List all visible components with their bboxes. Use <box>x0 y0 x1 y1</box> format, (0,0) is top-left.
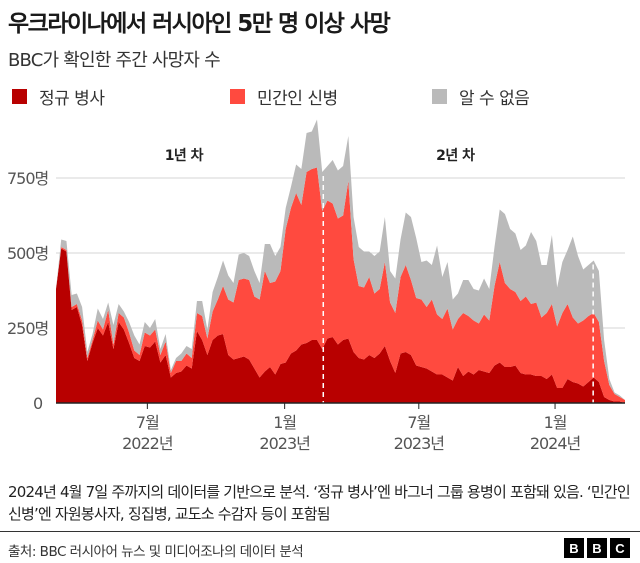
y-tick-label: 750명 <box>7 169 48 188</box>
legend-swatch <box>230 89 245 104</box>
divider <box>0 531 640 532</box>
legend-label: 민간인 신병 <box>257 89 338 109</box>
x-tick-year: 2022년 <box>122 434 173 453</box>
legend-swatch <box>12 89 27 104</box>
legend: 정규 병사 민간인 신병 알 수 없음 <box>0 84 640 109</box>
x-tick-month: 7월 <box>407 413 430 432</box>
chart-title: 우크라이나에서 러시아인 5만 명 이상 사망 <box>8 11 391 37</box>
chart-subtitle: BBC가 확인한 주간 사망자 수 <box>8 50 221 71</box>
legend-label: 알 수 없음 <box>459 89 530 109</box>
period-annotation: 2년 차 <box>436 148 475 164</box>
x-tick-year: 2023년 <box>394 434 445 453</box>
area-series-2 <box>56 119 625 400</box>
x-tick-month: 1월 <box>544 413 567 432</box>
legend-item-unknown: 알 수 없음 <box>432 84 530 109</box>
chart-note: 2024년 4월 7일 주까지의 데이터를 기반으로 분석. ‘정규 병사’엔 … <box>8 483 631 523</box>
y-tick-label: 250명 <box>7 319 48 338</box>
x-tick-year: 2024년 <box>530 434 581 453</box>
area-series-1 <box>56 167 625 403</box>
y-tick-label: 0 <box>33 394 43 413</box>
bbc-logo-letter: B <box>564 538 584 558</box>
source-text: 출처: BBC 러시아어 뉴스 및 미디어조나의 데이터 분석 <box>8 544 304 560</box>
legend-label: 정규 병사 <box>39 89 105 109</box>
x-tick-month: 7월 <box>136 413 159 432</box>
x-tick-month: 1월 <box>273 413 296 432</box>
legend-item-regular: 정규 병사 <box>12 84 105 109</box>
bbc-logo-letter: C <box>610 538 630 558</box>
legend-swatch <box>432 89 447 104</box>
bbc-logo: B B C <box>564 538 630 558</box>
period-annotation: 1년 차 <box>165 148 204 164</box>
legend-item-civilian: 민간인 신병 <box>230 84 338 109</box>
stacked-area-chart: 0 250명 500명 750명 7월 2022년 1월 2023년 7월 2023년 1월 2024… <box>7 119 625 453</box>
bbc-logo-letter: B <box>587 538 607 558</box>
x-tick-year: 2023년 <box>259 434 310 453</box>
y-tick-label: 500명 <box>7 244 48 263</box>
area-series-0 <box>56 248 625 403</box>
